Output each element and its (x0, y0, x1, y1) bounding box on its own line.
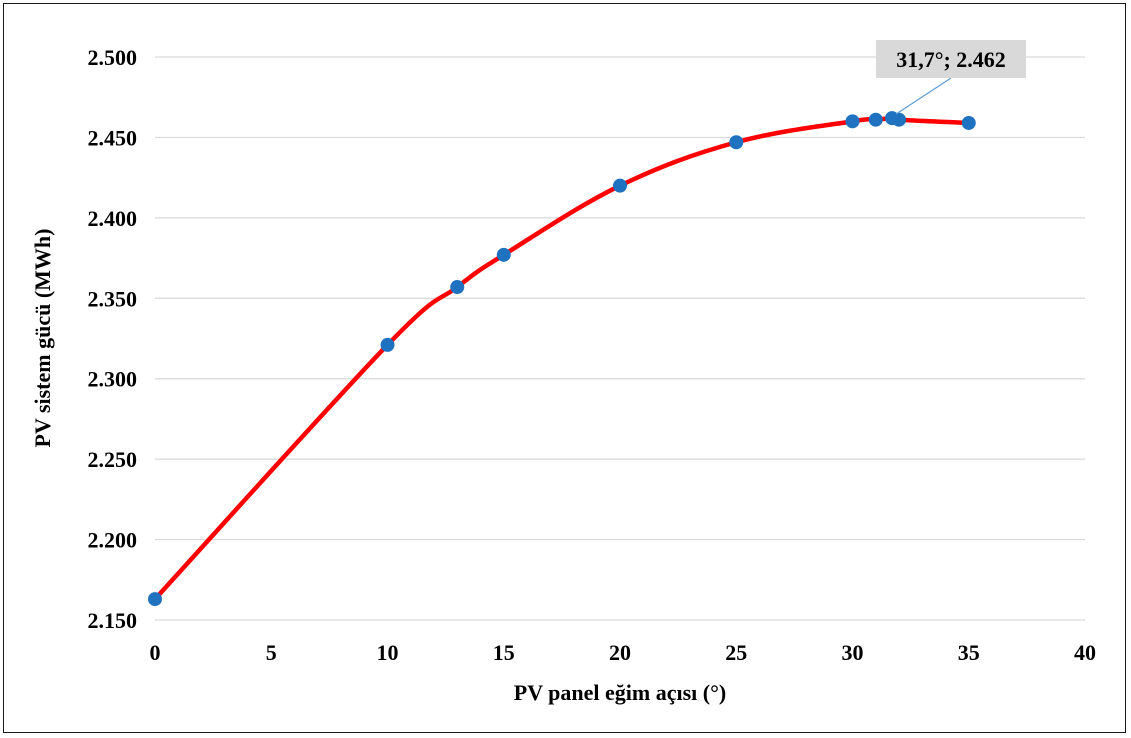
data-point (729, 135, 744, 150)
y-tick-label: 2.150 (88, 608, 138, 633)
y-axis-tick-labels: 2.150 2.200 2.250 2.300 2.350 2.400 2.450 2.500 (88, 45, 138, 633)
x-axis-tick-labels: 0 5 10 15 20 25 30 35 40 (150, 640, 1097, 665)
x-tick-label: 30 (842, 640, 864, 665)
y-tick-label: 2.500 (88, 45, 138, 70)
y-axis-title: PV sistem gücü (MWh) (30, 229, 55, 448)
x-tick-label: 35 (958, 640, 980, 665)
data-point (961, 115, 976, 130)
x-axis-title: PV panel eğim açısı (°) (514, 680, 726, 705)
y-tick-label: 2.250 (88, 447, 138, 472)
data-point (892, 112, 906, 127)
series-line (152, 115, 971, 602)
data-point (868, 112, 883, 127)
x-tick-label: 25 (725, 640, 747, 665)
x-tick-label: 15 (493, 640, 515, 665)
data-point (845, 114, 860, 129)
annotation-box (876, 40, 1026, 78)
series (148, 111, 976, 607)
data-point (613, 178, 627, 193)
y-tick-label: 2.450 (88, 125, 138, 150)
x-tick-label: 20 (609, 640, 631, 665)
annotation-leader-line (895, 77, 952, 115)
y-tick-label: 2.300 (88, 367, 138, 392)
x-tick-label: 5 (266, 640, 277, 665)
y-tick-label: 2.350 (88, 286, 138, 311)
y-tick-label: 2.400 (88, 206, 138, 231)
annotation-label: 31,7°; 2.462 (896, 47, 1006, 72)
y-tick-label: 2.200 (88, 528, 138, 553)
gridlines (155, 56, 1085, 621)
data-point (450, 280, 465, 295)
x-tick-label: 10 (377, 640, 399, 665)
data-point (148, 592, 162, 607)
data-point (380, 337, 395, 352)
x-tick-label: 40 (1074, 640, 1096, 665)
x-tick-label: 0 (150, 640, 161, 665)
data-point (496, 247, 511, 262)
chart-frame (3, 3, 1126, 733)
annotation: 31,7°; 2.462 (876, 40, 1026, 115)
